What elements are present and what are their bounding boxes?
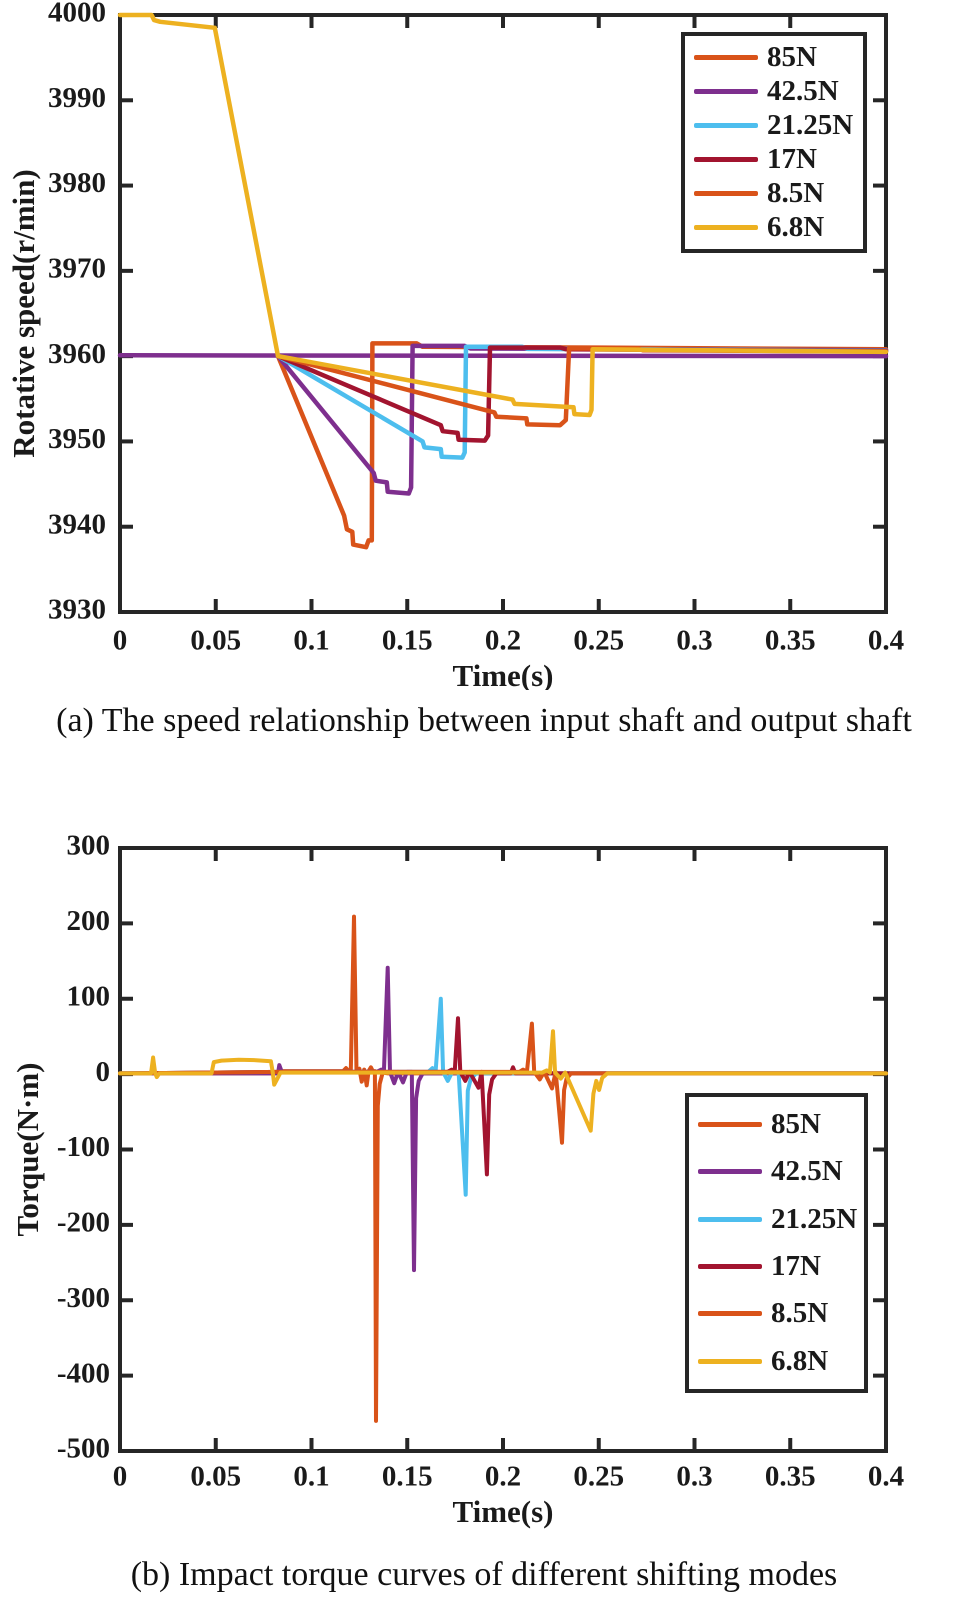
legend-label: 85N: [771, 1108, 821, 1141]
legend-line-swatch: [698, 1216, 762, 1222]
series-17N: [275, 345, 889, 443]
legend-line-swatch: [694, 54, 758, 60]
legend-torque-chart: 85N 42.5N 21.25N 17N 8.5N 6.8N: [685, 1093, 868, 1393]
y-tick-label: 200: [67, 905, 111, 937]
legend-label: 85N: [767, 40, 817, 73]
x-axis-label: Time(s): [452, 1494, 553, 1529]
x-tick-label: 0.35: [765, 1461, 816, 1493]
y-axis-label: Rotative speed(r/min): [6, 169, 41, 457]
x-tick-label: 0.25: [573, 625, 624, 657]
y-tick-label: 100: [67, 980, 111, 1012]
x-tick-label: 0: [113, 1461, 128, 1493]
legend-entry-6.8N: 6.8N: [694, 211, 863, 244]
legend-label: 8.5N: [771, 1297, 829, 1330]
legend-line-swatch: [694, 191, 758, 197]
x-tick-label: 0.05: [190, 625, 241, 657]
legend-entry-8.5N: 8.5N: [694, 177, 863, 210]
series-6.8N: [117, 12, 889, 418]
y-tick-label: -500: [57, 1433, 110, 1465]
x-tick-label: 0.15: [382, 1461, 433, 1493]
y-tick-label: 3970: [48, 253, 106, 285]
caption-a: (a) The speed relationship between input…: [56, 702, 912, 739]
y-tick-label: 3950: [48, 423, 106, 455]
legend-line-swatch: [698, 1358, 762, 1364]
caption-b: (b) Impact torque curves of different sh…: [130, 1556, 838, 1593]
y-tick-label: -400: [57, 1357, 110, 1389]
legend-entry-42.5N: 42.5N: [698, 1155, 864, 1188]
x-tick-label: 0: [113, 625, 128, 657]
legend-entry-8.5N: 8.5N: [698, 1297, 864, 1330]
speed-chart: 0 0.05 0.1 0.15 0.2 0.25 0.3 0.35 0.4 3930 3940 395…: [6, 0, 904, 690]
legend-label: 6.8N: [767, 211, 825, 244]
x-tick-label: 0.1: [293, 625, 329, 657]
y-tick-label: 3980: [48, 167, 106, 199]
x-tick-label: 0.3: [676, 625, 712, 657]
x-tick-label: 0.3: [676, 1461, 712, 1493]
legend-label: 17N: [771, 1250, 821, 1283]
torque-chart: 0 0.05 0.1 0.15 0.2 0.25 0.3 0.35 0.4 -500 -400 -30…: [10, 830, 904, 1529]
legend-label: 21.25N: [771, 1202, 858, 1235]
y-tick-label: 300: [67, 830, 111, 862]
y-tick-label: 3960: [48, 338, 106, 370]
legend-line-swatch: [694, 225, 758, 231]
y-tick-label: 3930: [48, 594, 106, 626]
y-tick-label: 3940: [48, 508, 106, 540]
y-tick-label: 3990: [48, 82, 106, 114]
series-85N: [118, 914, 888, 1423]
legend-speed-chart: 85N 42.5N 21.25N 17N 8.5N 6.8N: [681, 32, 867, 253]
legend-line-swatch: [698, 1122, 762, 1128]
legend-line-swatch: [694, 122, 758, 128]
y-tick-label: -300: [57, 1282, 110, 1314]
x-tick-label: 0.2: [485, 1461, 521, 1493]
legend-line-swatch: [694, 157, 758, 163]
legend-entry-85N: 85N: [694, 41, 863, 74]
x-tick-label: 0.35: [765, 625, 816, 657]
x-axis-label: Time(s): [452, 658, 553, 690]
legend-label: 42.5N: [771, 1155, 843, 1188]
x-tick-label: 0.4: [868, 625, 904, 657]
legend-entry-17N: 17N: [698, 1250, 864, 1283]
y-axis-label: Torque(N·m): [10, 1063, 45, 1237]
legend-line-swatch: [698, 1264, 762, 1270]
series-6.8N: [118, 1029, 888, 1133]
x-tick-label: 0.2: [485, 625, 521, 657]
series-42.5N: [275, 343, 889, 496]
legend-entry-21.25N: 21.25N: [694, 109, 863, 142]
y-tick-label: -100: [57, 1131, 110, 1163]
y-tick-label: 4000: [48, 0, 106, 29]
legend-label: 21.25N: [767, 108, 854, 141]
legend-entry-17N: 17N: [694, 143, 863, 176]
x-tick-label: 0.4: [868, 1461, 904, 1493]
legend-line-swatch: [694, 88, 758, 94]
x-tick-label: 0.05: [190, 1461, 241, 1493]
x-tick-label: 0.15: [382, 625, 433, 657]
legend-label: 8.5N: [767, 177, 825, 210]
legend-entry-42.5N: 42.5N: [694, 75, 863, 108]
legend-line-swatch: [698, 1311, 762, 1317]
legend-line-swatch: [698, 1169, 762, 1175]
legend-label: 17N: [767, 143, 817, 176]
series-21.25N: [275, 344, 889, 460]
series-output-shaft: [117, 353, 889, 359]
x-tick-label: 0.25: [573, 1461, 624, 1493]
legend-entry-21.25N: 21.25N: [698, 1203, 864, 1236]
legend-label: 42.5N: [767, 74, 839, 107]
y-tick-label: 0: [96, 1056, 111, 1088]
legend-entry-85N: 85N: [698, 1108, 864, 1141]
y-tick-label: -200: [57, 1207, 110, 1239]
legend-label: 6.8N: [771, 1344, 829, 1377]
legend-entry-6.8N: 6.8N: [698, 1345, 864, 1378]
x-tick-label: 0.1: [293, 1461, 329, 1493]
